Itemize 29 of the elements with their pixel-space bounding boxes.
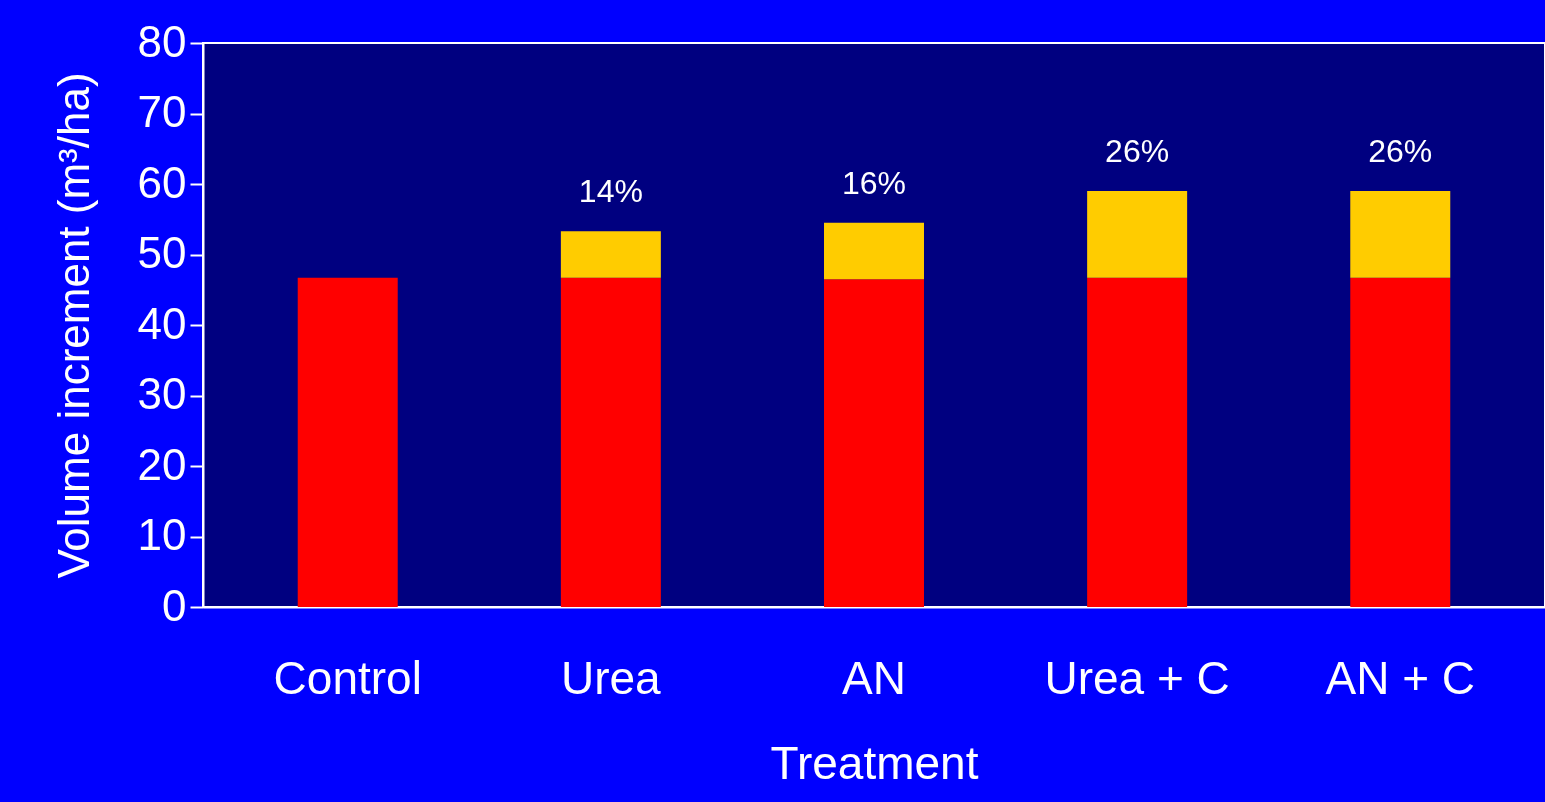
x-axis-title: Treatment: [770, 736, 979, 789]
y-tick-label: 30: [137, 369, 187, 418]
annotation: 26%: [1105, 133, 1170, 170]
y-tick-label: 70: [137, 87, 187, 136]
bar: [1087, 191, 1188, 278]
bar: [560, 231, 661, 278]
bar: [1350, 277, 1451, 607]
annotation: 26%: [1368, 133, 1433, 170]
y-tick-label: 40: [137, 298, 187, 348]
bar: [1087, 277, 1188, 607]
x-tick-label: AN: [842, 651, 906, 704]
x-tick-label: Urea + C: [1044, 651, 1230, 704]
x-tick-label: Control: [273, 651, 422, 704]
bar: [824, 222, 924, 280]
x-tick-label: Urea: [561, 651, 662, 704]
y-tick-label: 60: [137, 157, 187, 207]
bar: [297, 277, 398, 607]
annotation: 16%: [841, 164, 907, 201]
y-tick-label: 10: [137, 510, 187, 559]
y-tick-label: 80: [137, 16, 187, 66]
y-tick-label: 50: [137, 228, 187, 277]
y-axis-title: Volume increment (m³/ha): [48, 72, 98, 579]
x-tick-label: AN + C: [1325, 651, 1476, 704]
annotation: 14%: [578, 173, 643, 210]
y-tick-label: 20: [137, 439, 187, 489]
bar: [560, 277, 661, 607]
y-tick-label: 0: [162, 580, 187, 630]
bar: [824, 279, 924, 607]
bar: [1350, 191, 1451, 278]
